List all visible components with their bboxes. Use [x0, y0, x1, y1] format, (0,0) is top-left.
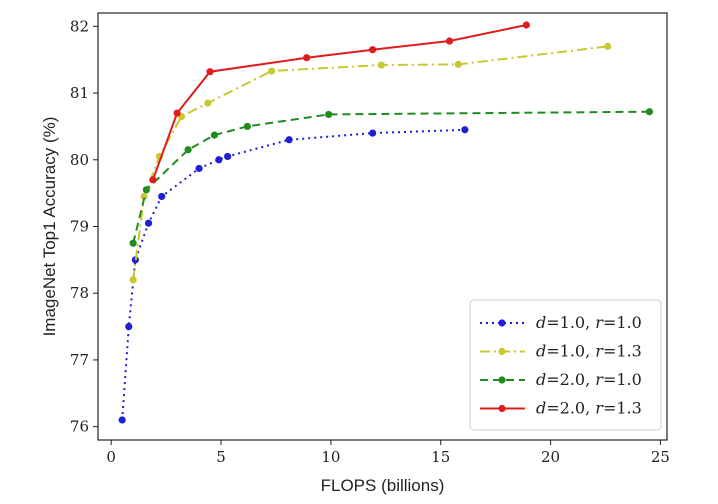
data-point: [243, 122, 251, 131]
legend-marker: [498, 376, 506, 384]
data-point: [522, 21, 530, 29]
series-2: [129, 42, 612, 284]
data-point: [369, 129, 377, 137]
data-point: [142, 186, 150, 194]
y-tick-label: 78: [70, 284, 89, 302]
series-line: [132, 45, 608, 281]
legend-label: d=2.0, r=1.3: [536, 399, 642, 418]
data-point: [140, 192, 148, 201]
data-point: [303, 54, 311, 62]
data-point: [325, 110, 333, 119]
data-point: [129, 239, 137, 247]
data-point: [210, 131, 219, 139]
x-tick-label: 5: [216, 448, 226, 466]
legend-label: d=1.0, r=1.3: [536, 342, 642, 361]
data-point: [267, 67, 276, 75]
data-point: [377, 61, 386, 69]
data-point: [158, 192, 166, 201]
y-tick-label: 77: [70, 351, 89, 369]
data-point: [645, 108, 654, 116]
data-point: [204, 99, 212, 107]
y-tick-label: 76: [70, 418, 89, 436]
y-axis-label: ImageNet Top1 Accuracy (%): [40, 117, 59, 337]
x-tick-label: 15: [431, 448, 450, 466]
x-tick-label: 25: [651, 448, 670, 466]
y-tick-label: 81: [70, 84, 89, 102]
data-point: [118, 416, 126, 424]
data-point: [184, 146, 192, 154]
x-tick-label: 10: [321, 448, 340, 466]
data-point: [215, 156, 223, 164]
series-4: [149, 21, 530, 184]
series-3: [129, 108, 654, 247]
x-tick-label: 20: [541, 448, 560, 466]
x-tick-label: 0: [106, 448, 116, 466]
y-tick-label: 82: [70, 17, 89, 35]
data-point: [206, 68, 214, 76]
series-layer: [118, 21, 654, 424]
data-point: [369, 46, 377, 54]
legend-marker: [498, 347, 506, 356]
y-tick-label: 79: [70, 218, 89, 236]
data-point: [129, 276, 137, 284]
data-point: [149, 176, 157, 184]
series-line: [132, 110, 650, 244]
data-point: [224, 152, 232, 161]
legend: d=1.0, r=1.0 d=1.0, r=1.3 d=2.0, r=1.0 d=2.…: [469, 299, 662, 431]
data-point: [125, 322, 133, 331]
data-point: [195, 164, 203, 173]
legend-label: d=2.0, r=1.0: [536, 370, 642, 389]
data-point: [454, 60, 462, 68]
data-point: [604, 42, 612, 50]
x-axis-label: FLOPS (billions): [321, 476, 445, 495]
data-point: [173, 109, 181, 117]
legend-marker: [498, 319, 506, 327]
legend-marker: [498, 404, 506, 413]
legend-box: [469, 299, 662, 431]
legend-label: d=1.0, r=1.0: [536, 313, 642, 332]
data-point: [461, 126, 469, 134]
ticks-layer: 0 5 10 15 20 25 76 77 78 79 80 81 82: [70, 17, 670, 466]
y-tick-label: 80: [70, 151, 89, 169]
data-point: [445, 37, 454, 45]
data-point: [144, 219, 153, 227]
series-line: [121, 128, 465, 421]
series-1: [118, 126, 469, 424]
data-point: [285, 136, 293, 144]
